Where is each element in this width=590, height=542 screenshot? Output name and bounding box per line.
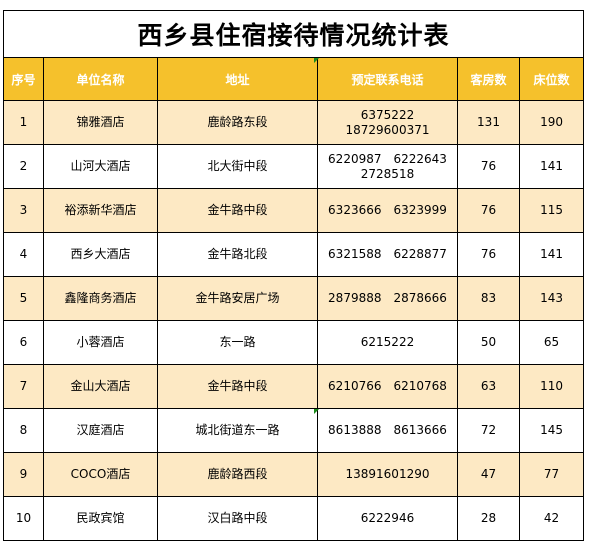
table-row: 2 山河大酒店 北大街中段 6220987 6222643 2728518 76 141 bbox=[3, 144, 585, 189]
table-row: 10 民政宾馆 汉白路中段 6222946 28 42 bbox=[3, 496, 585, 541]
cell-name[interactable]: 裕添新华酒店 bbox=[43, 188, 158, 233]
cell-address[interactable]: 金牛路中段 bbox=[157, 188, 318, 233]
table-row: 3 裕添新华酒店 金牛路中段 6323666 6323999 76 115 bbox=[3, 188, 585, 233]
cell-address[interactable]: 东一路 bbox=[157, 320, 318, 365]
table-row: 1 锦雅酒店 鹿龄路东段 6375222 18729600371 131 190 bbox=[3, 100, 585, 145]
cell-rooms[interactable]: 76 bbox=[457, 232, 520, 277]
header-row: 序号 单位名称 地址 预定联系电话 客房数 床位数 bbox=[3, 57, 585, 101]
phone-line: 2879888 2878666 bbox=[328, 291, 447, 305]
phone-line: 2728518 bbox=[360, 166, 415, 181]
cell-phone[interactable]: 6210766 6210768 bbox=[317, 364, 458, 409]
cell-phone[interactable]: 6321588 6228877 bbox=[317, 232, 458, 277]
cell-no[interactable]: 10 bbox=[3, 496, 44, 541]
cell-address[interactable]: 金牛路中段 bbox=[157, 364, 318, 409]
cell-name[interactable]: 锦雅酒店 bbox=[43, 100, 158, 145]
cell-phone[interactable]: 13891601290 bbox=[317, 452, 458, 497]
phone-line: 6375222 bbox=[360, 107, 415, 122]
cell-beds[interactable]: 143 bbox=[518, 276, 585, 321]
table-row: 7 金山大酒店 金牛路中段 6210766 6210768 63 110 bbox=[3, 364, 585, 409]
cell-name[interactable]: 民政宾馆 bbox=[43, 496, 158, 541]
cell-beds[interactable]: 110 bbox=[518, 364, 585, 409]
cell-no[interactable]: 8 bbox=[3, 408, 44, 453]
cell-phone[interactable]: 6222946 bbox=[317, 496, 458, 541]
lodging-table: 西乡县住宿接待情况统计表 序号 单位名称 地址 预定联系电话 客房数 床位数 1… bbox=[2, 10, 585, 541]
header-name: 单位名称 bbox=[43, 57, 158, 101]
phone-line: 6321588 6228877 bbox=[328, 247, 447, 261]
cell-rooms[interactable]: 131 bbox=[457, 100, 520, 145]
cell-phone[interactable]: 6215222 bbox=[317, 320, 458, 365]
table-row: 5 鑫隆商务酒店 金牛路安居广场 2879888 2878666 83 143 bbox=[3, 276, 585, 321]
cell-rooms[interactable]: 63 bbox=[457, 364, 520, 409]
cell-beds[interactable]: 190 bbox=[518, 100, 585, 145]
phone-line: 13891601290 bbox=[345, 467, 430, 481]
cell-no[interactable]: 7 bbox=[3, 364, 44, 409]
table-row: 4 西乡大酒店 金牛路北段 6321588 6228877 76 141 bbox=[3, 232, 585, 277]
phone-line: 8613888 8613666 bbox=[328, 423, 447, 437]
phone-line: 6323666 6323999 bbox=[328, 203, 447, 217]
table-row: 8 汉庭酒店 城北街道东一路 8613888 8613666 72 145 bbox=[3, 408, 585, 453]
header-beds: 床位数 bbox=[518, 57, 585, 101]
cell-phone[interactable]: 6220987 6222643 2728518 bbox=[317, 144, 458, 189]
cell-comment-marker bbox=[314, 409, 319, 414]
phone-line: 6222946 bbox=[360, 511, 415, 525]
cell-rooms[interactable]: 28 bbox=[457, 496, 520, 541]
cell-beds[interactable]: 42 bbox=[518, 496, 585, 541]
cell-name[interactable]: 鑫隆商务酒店 bbox=[43, 276, 158, 321]
header-no: 序号 bbox=[3, 57, 44, 101]
cell-address[interactable]: 鹿龄路西段 bbox=[157, 452, 318, 497]
cell-name[interactable]: COCO酒店 bbox=[43, 452, 158, 497]
table-row: 9 COCO酒店 鹿龄路西段 13891601290 47 77 bbox=[3, 452, 585, 497]
cell-name[interactable]: 汉庭酒店 bbox=[43, 408, 158, 453]
cell-phone[interactable]: 8613888 8613666 bbox=[317, 408, 458, 453]
cell-beds[interactable]: 145 bbox=[518, 408, 585, 453]
header-address: 地址 bbox=[157, 57, 318, 101]
header-rooms: 客房数 bbox=[457, 57, 520, 101]
cell-rooms[interactable]: 47 bbox=[457, 452, 520, 497]
cell-rooms[interactable]: 72 bbox=[457, 408, 520, 453]
cell-name[interactable]: 山河大酒店 bbox=[43, 144, 158, 189]
cell-address[interactable]: 汉白路中段 bbox=[157, 496, 318, 541]
cell-beds[interactable]: 141 bbox=[518, 232, 585, 277]
cell-no[interactable]: 3 bbox=[3, 188, 44, 233]
cell-address[interactable]: 鹿龄路东段 bbox=[157, 100, 318, 145]
table-title: 西乡县住宿接待情况统计表 bbox=[2, 10, 585, 58]
cell-phone[interactable]: 6323666 6323999 bbox=[317, 188, 458, 233]
cell-comment-marker bbox=[314, 58, 319, 63]
phone-line: 6215222 bbox=[360, 335, 415, 349]
cell-name[interactable]: 小蓉酒店 bbox=[43, 320, 158, 365]
cell-no[interactable]: 9 bbox=[3, 452, 44, 497]
cell-no[interactable]: 1 bbox=[3, 100, 44, 145]
cell-no[interactable]: 6 bbox=[3, 320, 44, 365]
cell-rooms[interactable]: 83 bbox=[457, 276, 520, 321]
cell-beds[interactable]: 115 bbox=[518, 188, 585, 233]
phone-line: 6210766 6210768 bbox=[328, 379, 447, 393]
phone-line: 18729600371 bbox=[345, 122, 430, 137]
cell-name[interactable]: 金山大酒店 bbox=[43, 364, 158, 409]
cell-address[interactable]: 金牛路北段 bbox=[157, 232, 318, 277]
cell-address[interactable]: 北大街中段 bbox=[157, 144, 318, 189]
cell-no[interactable]: 5 bbox=[3, 276, 44, 321]
cell-beds[interactable]: 65 bbox=[518, 320, 585, 365]
table-row: 6 小蓉酒店 东一路 6215222 50 65 bbox=[3, 320, 585, 365]
header-phone: 预定联系电话 bbox=[317, 57, 458, 101]
cell-no[interactable]: 4 bbox=[3, 232, 44, 277]
cell-beds[interactable]: 77 bbox=[518, 452, 585, 497]
phone-line: 6220987 6222643 bbox=[328, 151, 447, 166]
cell-phone[interactable]: 2879888 2878666 bbox=[317, 276, 458, 321]
cell-no[interactable]: 2 bbox=[3, 144, 44, 189]
cell-rooms[interactable]: 50 bbox=[457, 320, 520, 365]
cell-address[interactable]: 金牛路安居广场 bbox=[157, 276, 318, 321]
cell-name[interactable]: 西乡大酒店 bbox=[43, 232, 158, 277]
cell-rooms[interactable]: 76 bbox=[457, 188, 520, 233]
cell-beds[interactable]: 141 bbox=[518, 144, 585, 189]
cell-address[interactable]: 城北街道东一路 bbox=[157, 408, 318, 453]
cell-phone[interactable]: 6375222 18729600371 bbox=[317, 100, 458, 145]
cell-rooms[interactable]: 76 bbox=[457, 144, 520, 189]
